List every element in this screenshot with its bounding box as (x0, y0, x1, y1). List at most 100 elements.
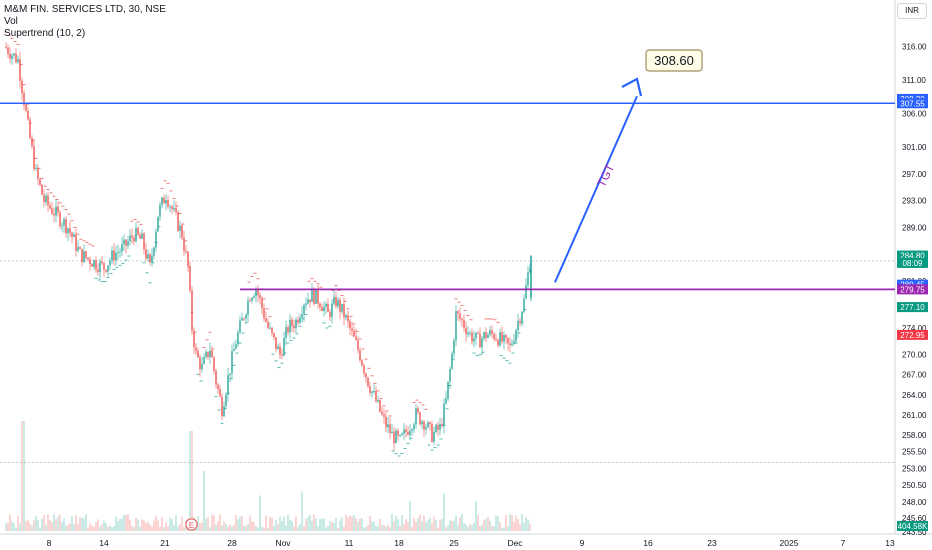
volume-bar (479, 526, 481, 531)
candle-body (83, 251, 85, 263)
candle-body (491, 330, 493, 334)
candle-body (227, 375, 229, 395)
volume-bar (247, 524, 249, 531)
supertrend-down-segment (208, 331, 212, 333)
candle-body (385, 416, 387, 428)
supertrend-down-segment (172, 198, 176, 199)
volume-bar (507, 526, 509, 531)
volume-bar (447, 525, 449, 531)
volume-bar (351, 516, 353, 531)
candle-body (197, 350, 199, 358)
volume-bar (427, 520, 429, 531)
candle-body (445, 398, 447, 404)
candle-body (221, 396, 223, 417)
volume-bar (213, 515, 215, 531)
candle-body (31, 138, 33, 147)
candle-body (219, 389, 221, 397)
candle-body (283, 338, 285, 356)
supertrend-up-segment (226, 392, 230, 394)
candle-body (179, 225, 181, 231)
volume-bar (19, 523, 21, 531)
time-tick-label: 8 (47, 538, 52, 548)
earnings-marker-letter: E (189, 521, 194, 530)
volume-bar (255, 526, 257, 531)
candle-body (527, 272, 529, 286)
candle-body (249, 300, 251, 302)
candle-body (489, 330, 491, 335)
supertrend-up-segment (100, 281, 104, 283)
supertrend-down-segment (493, 319, 497, 321)
currency-label[interactable]: INR (897, 3, 927, 19)
candle-body (87, 257, 89, 259)
candle-body (89, 258, 91, 265)
volume-bar (157, 519, 159, 531)
volume-bar (27, 520, 29, 531)
supertrend-up-segment (157, 226, 161, 228)
volume-bar (505, 514, 507, 531)
volume-bar (277, 524, 279, 531)
supertrend-up-segment (148, 282, 152, 284)
volume-bar (345, 514, 347, 531)
candle-body (97, 269, 99, 273)
volume-bar (335, 517, 337, 531)
symbol-title[interactable]: M&M FIN. SERVICES LTD, 30, NSE (4, 4, 166, 15)
candle-body (151, 255, 153, 263)
time-tick-label: 14 (99, 538, 109, 548)
volume-bar (497, 516, 499, 531)
candle-body (101, 261, 103, 264)
volume-bar (145, 522, 147, 531)
volume-bar (499, 522, 501, 531)
candle-body (315, 289, 317, 304)
volume-bar (189, 431, 191, 531)
candle-body (461, 318, 463, 321)
candle-body (389, 424, 391, 434)
volume-bar (329, 521, 331, 531)
candle-body (165, 199, 167, 204)
candle-body (211, 350, 213, 358)
candle-body (143, 233, 145, 250)
candle-body (505, 335, 507, 338)
candle-body (465, 327, 467, 335)
supertrend-up-segment (97, 279, 101, 281)
candle-body (135, 227, 137, 242)
volume-bar (223, 521, 225, 531)
candle-body (171, 206, 173, 210)
candle-body (473, 338, 475, 342)
volume-bar (321, 518, 323, 531)
volume-bar (173, 525, 175, 531)
candle-body (449, 368, 451, 382)
volume-bar (491, 526, 493, 531)
supertrend-down-segment (319, 286, 323, 288)
volume-indicator-label[interactable]: Vol (4, 16, 18, 27)
candle-body (383, 414, 385, 417)
volume-bar (261, 527, 263, 531)
candle-body (361, 360, 363, 366)
volume-bar (241, 516, 243, 531)
candle-body (247, 300, 249, 315)
candle-body (387, 424, 389, 428)
candle-body (447, 381, 449, 399)
supertrend-down-segment (133, 218, 137, 220)
candle-body (301, 314, 303, 318)
volume-bar (451, 520, 453, 531)
volume-bar (487, 516, 489, 531)
volume-bar (339, 520, 341, 531)
volume-bar (73, 524, 75, 531)
supertrend-up-segment (397, 455, 401, 457)
volume-bar (463, 522, 465, 531)
supertrend-indicator-label[interactable]: Supertrend (10, 2) (4, 28, 86, 39)
volume-bar (55, 519, 57, 531)
volume-bar (355, 518, 357, 531)
candle-body (39, 178, 41, 185)
volume-bar (439, 520, 441, 531)
supertrend-down-segment (337, 290, 341, 291)
volume-bar (471, 525, 473, 531)
supertrend-down-segment (415, 399, 419, 401)
supertrend-down-segment (376, 390, 380, 392)
supertrend-up-segment (145, 272, 149, 274)
candle-body (109, 260, 111, 266)
volume-bar (45, 524, 47, 531)
volume-bar (119, 518, 121, 531)
candle-body (313, 288, 315, 304)
